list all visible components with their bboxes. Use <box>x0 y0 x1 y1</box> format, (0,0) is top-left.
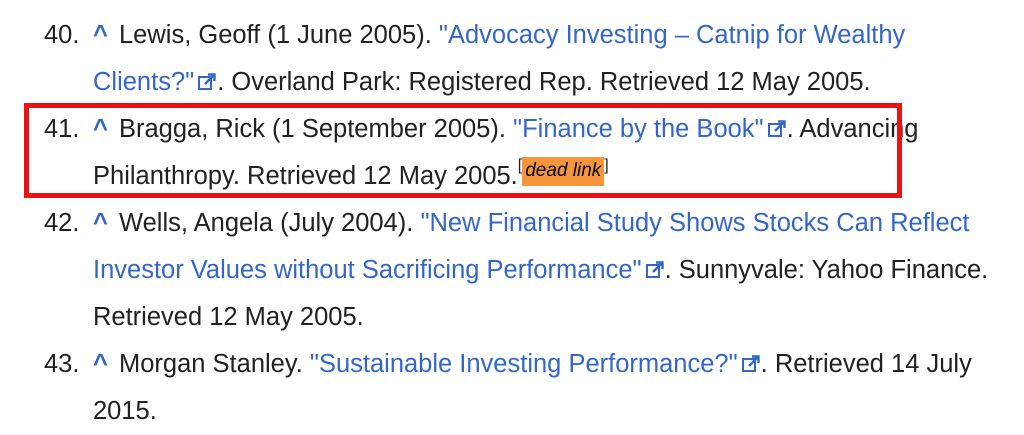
external-link-icon <box>767 120 786 137</box>
citation-link[interactable]: "New Financial Study Shows Stocks Can Re… <box>93 209 969 284</box>
citation-text: Morgan Stanley. <box>119 350 310 378</box>
citation-link[interactable]: "Advocacy Investing – Catnip for Wealthy… <box>93 21 905 96</box>
citation-link-text: "Finance by the Book" <box>513 115 764 143</box>
reference-number: 42. <box>44 209 80 237</box>
citation-text: Lewis, Geoff (1 June 2005). <box>119 21 439 49</box>
citation-text: Bragga, Rick (1 September 2005). <box>119 115 514 143</box>
reference-number: 43. <box>44 350 80 378</box>
dead-link-note: [dead link] <box>517 157 609 186</box>
dead-link-bracket-close: ] <box>604 157 609 174</box>
citation-text-after: . Sunnyvale: Yahoo Finance. Retrieved 12… <box>93 256 989 331</box>
dead-link-bracket-open: [ <box>517 157 523 174</box>
backlink-caret[interactable]: ^ <box>93 21 108 49</box>
citation-text-after: . Overland Park: Registered Rep. Retriev… <box>217 68 871 96</box>
reference-43: 43. ^ Morgan Stanley. "Sustainable Inves… <box>0 341 1024 435</box>
external-link-icon <box>198 73 216 90</box>
citation-text-after: . Retrieved 14 July 2015. <box>93 350 972 425</box>
external-link-icon <box>645 261 664 278</box>
citation-text-after: . Advancing Philanthropy. Retrieved 12 M… <box>93 115 919 190</box>
backlink-caret[interactable]: ^ <box>93 209 108 237</box>
citation-link-text: "New Financial Study Shows Stocks Can Re… <box>93 209 970 284</box>
citation-link-text: "Advocacy Investing – Catnip for Wealthy… <box>93 21 906 96</box>
reference-42: 42. ^ Wells, Angela (July 2004). "New Fi… <box>0 200 1024 341</box>
reference-41: 41. ^ Bragga, Rick (1 September 2005). "… <box>0 106 1024 200</box>
reference-list: 40. ^ Lewis, Geoff (1 June 2005). "Advoc… <box>0 12 1024 435</box>
citation-link[interactable]: "Sustainable Investing Performance?" <box>310 350 761 378</box>
external-link-icon <box>741 355 760 372</box>
citation-link[interactable]: "Finance by the Book" <box>513 115 787 143</box>
backlink-caret[interactable]: ^ <box>93 115 108 143</box>
dead-link-tag[interactable]: dead link <box>522 157 605 186</box>
reference-40: 40. ^ Lewis, Geoff (1 June 2005). "Advoc… <box>0 12 1024 106</box>
reference-number: 40. <box>44 21 80 49</box>
citation-text: Wells, Angela (July 2004). <box>119 209 421 237</box>
reference-number: 41. <box>44 115 80 143</box>
backlink-caret[interactable]: ^ <box>93 350 108 378</box>
citation-link-text: "Sustainable Investing Performance?" <box>309 350 738 378</box>
